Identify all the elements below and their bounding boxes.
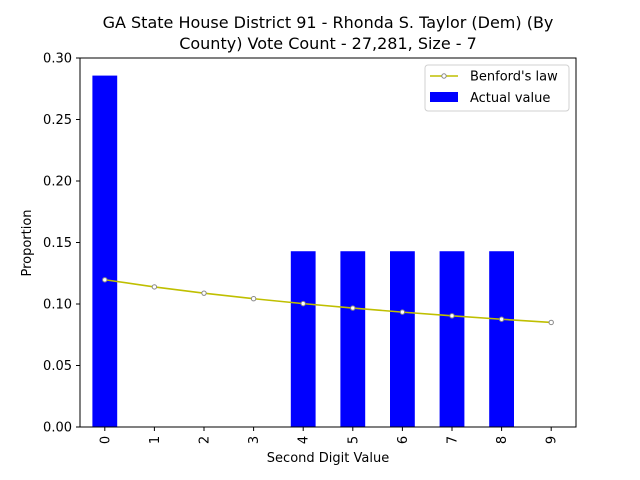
y-tick-label-1: 0.05 [43, 359, 72, 374]
x-tick-label-5: 5 [346, 436, 361, 444]
legend-label-benford: Benford's law [470, 70, 558, 85]
y-tick-label-0: 0.00 [43, 421, 72, 436]
x-axis-label: Second Digit Value [267, 451, 389, 466]
chart-title: GA State House District 91 - Rhonda S. T… [103, 13, 554, 53]
benford-point-5 [350, 305, 356, 311]
benford-point-4 [300, 300, 306, 307]
x-tick-label-2: 2 [198, 436, 213, 444]
bar-7 [439, 251, 465, 427]
y-tick-label-2: 0.10 [43, 298, 72, 313]
y-tick-label-6: 0.30 [43, 52, 72, 67]
benford-point-7 [449, 313, 455, 319]
bar-0 [92, 75, 118, 428]
y-axis-label: Proportion [20, 209, 35, 276]
benford-point-9 [548, 319, 554, 326]
benford-point-0 [102, 277, 108, 283]
legend-line-marker [441, 73, 447, 79]
x-tick-label-1: 1 [148, 436, 163, 444]
y-axis: 0.00 0.05 0.10 0.15 0.20 0.25 0.30 [43, 52, 80, 436]
bar-8 [489, 251, 514, 427]
bar-6 [390, 251, 415, 427]
y-tick-label-3: 0.15 [43, 236, 72, 251]
legend: Benford's law Actual value [424, 64, 570, 112]
plot-area [79, 57, 577, 428]
benford-point-2 [201, 290, 207, 296]
bar-5 [340, 251, 366, 427]
x-tick-label-6: 6 [396, 436, 411, 444]
x-tick-label-4: 4 [297, 436, 312, 444]
x-tick-label-3: 3 [247, 436, 262, 444]
legend-bar-swatch [430, 92, 458, 102]
benford-point-3 [250, 296, 257, 302]
chart-title-line-1: GA State House District 91 - Rhonda S. T… [103, 13, 554, 32]
x-tick-label-9: 9 [545, 436, 560, 444]
benford-point-8 [498, 316, 505, 322]
x-tick-label-8: 8 [495, 436, 510, 444]
x-tick-label-0: 0 [98, 436, 113, 444]
y-tick-label-5: 0.25 [43, 113, 72, 128]
benford-line [104, 278, 552, 324]
x-tick-label-7: 7 [446, 436, 461, 444]
y-tick-label-4: 0.20 [43, 175, 72, 190]
benford-point-6 [399, 309, 406, 315]
legend-label-actual: Actual value [470, 91, 550, 106]
benford-point-1 [151, 284, 158, 290]
bar-4 [290, 251, 316, 427]
x-axis: 0 1 2 3 4 5 6 7 8 9 [98, 427, 560, 444]
chart-title-line-2: County) Vote Count - 27,281, Size - 7 [179, 34, 477, 53]
legend-box [424, 64, 570, 112]
